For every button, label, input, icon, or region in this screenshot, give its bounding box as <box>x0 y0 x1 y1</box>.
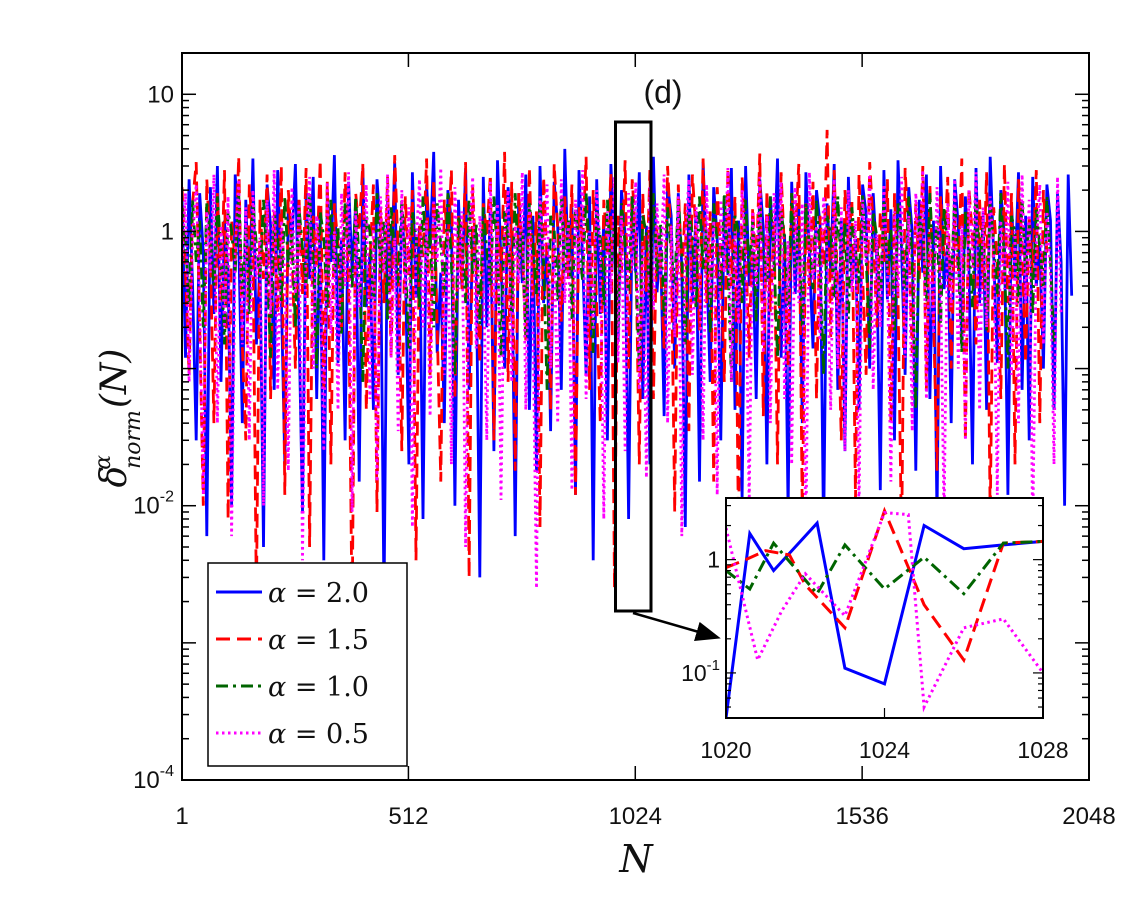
zoom-arrow <box>632 611 721 642</box>
x-axis-label: N <box>618 837 654 881</box>
inset-x-tick-label: 1028 <box>1017 737 1068 763</box>
inset-series-line-2 <box>726 506 1043 664</box>
inset-x-tick-label: 1020 <box>700 737 751 763</box>
inset-x-tick-label: 1024 <box>859 737 910 763</box>
main-x-ticks: 1 512 1024 1536 2048 <box>175 53 1116 830</box>
legend-label-1: α = 2.0 <box>268 578 369 609</box>
inset-x-ticks: 1020 1024 1028 <box>700 708 1069 763</box>
legend-label-3: α = 1.0 <box>268 672 369 703</box>
y-tick-label: 10-2 <box>133 489 174 520</box>
series-line-4 <box>182 167 1063 589</box>
legend-label-2: α = 1.5 <box>268 625 369 656</box>
inset-series-line-4 <box>726 511 1043 713</box>
series-line-3 <box>182 193 1056 410</box>
x-tick-label: 512 <box>388 803 428 830</box>
x-tick-label: 1536 <box>835 803 888 830</box>
y-tick-label: 1 <box>161 218 174 245</box>
y-tick-label: 10-4 <box>133 763 174 794</box>
x-tick-label: 1024 <box>609 803 662 830</box>
x-tick-label: 2048 <box>1062 803 1115 830</box>
inset-y-tick-label: 1 <box>707 547 720 573</box>
legend: α = 2.0 α = 1.5 α = 1.0 α = 0.5 <box>207 562 408 767</box>
legend-label-4: α = 0.5 <box>268 719 369 750</box>
inset-series-group <box>726 506 1043 718</box>
main-y-ticks: 10 1 10-2 10-4 <box>133 52 1089 794</box>
inset-y-ticks: 1 10-1 <box>681 504 1043 719</box>
inset-series-line-1 <box>726 519 1043 718</box>
y-axis-label: δα norm(N) <box>91 349 146 488</box>
inset-y-tick-label: 10-1 <box>681 657 720 686</box>
y-tick-label: 10 <box>147 81 174 108</box>
panel-label: (d) <box>643 74 682 110</box>
main-series-group <box>182 129 1074 619</box>
x-tick-label: 1 <box>175 803 188 830</box>
highlight-box <box>614 120 653 613</box>
inset-series-line-3 <box>726 539 1043 597</box>
